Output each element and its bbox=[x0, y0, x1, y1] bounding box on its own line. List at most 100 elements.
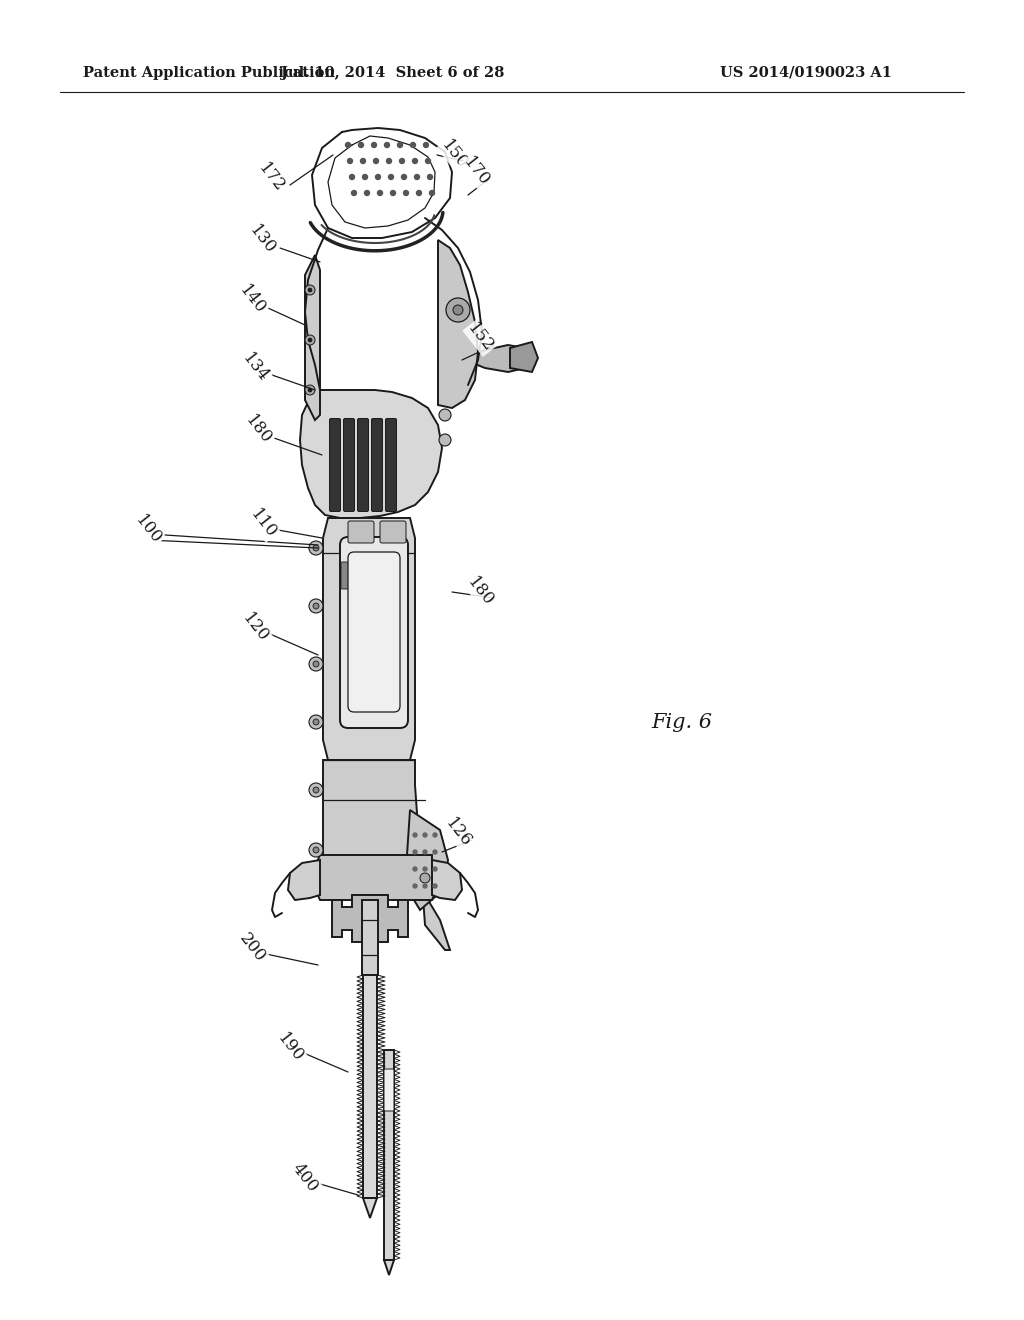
FancyBboxPatch shape bbox=[343, 418, 354, 511]
Circle shape bbox=[309, 541, 323, 554]
Circle shape bbox=[347, 158, 352, 164]
Circle shape bbox=[413, 158, 418, 164]
Text: 134: 134 bbox=[239, 350, 271, 385]
Circle shape bbox=[362, 174, 368, 180]
Polygon shape bbox=[362, 1199, 377, 1218]
Text: US 2014/0190023 A1: US 2014/0190023 A1 bbox=[720, 66, 892, 81]
Circle shape bbox=[309, 843, 323, 857]
FancyBboxPatch shape bbox=[385, 418, 396, 511]
Circle shape bbox=[439, 409, 451, 421]
FancyBboxPatch shape bbox=[341, 562, 349, 589]
Text: 140: 140 bbox=[236, 282, 268, 318]
Text: 126: 126 bbox=[441, 816, 474, 851]
Text: 100: 100 bbox=[131, 512, 165, 548]
Circle shape bbox=[386, 158, 391, 164]
Circle shape bbox=[423, 850, 427, 854]
Circle shape bbox=[390, 190, 395, 195]
Circle shape bbox=[384, 143, 389, 148]
Text: 110: 110 bbox=[247, 506, 280, 541]
Text: 120: 120 bbox=[239, 610, 271, 645]
Circle shape bbox=[308, 288, 312, 292]
Polygon shape bbox=[470, 345, 530, 372]
Circle shape bbox=[429, 190, 434, 195]
Polygon shape bbox=[406, 810, 449, 909]
Text: Fig. 6: Fig. 6 bbox=[651, 713, 713, 731]
Circle shape bbox=[415, 174, 420, 180]
Circle shape bbox=[378, 190, 383, 195]
Circle shape bbox=[309, 715, 323, 729]
Circle shape bbox=[423, 833, 427, 837]
Circle shape bbox=[313, 661, 319, 667]
FancyBboxPatch shape bbox=[348, 552, 400, 711]
Circle shape bbox=[413, 850, 417, 854]
Text: 172: 172 bbox=[255, 160, 288, 195]
Circle shape bbox=[309, 657, 323, 671]
Circle shape bbox=[313, 847, 319, 853]
FancyBboxPatch shape bbox=[357, 418, 369, 511]
Circle shape bbox=[426, 158, 430, 164]
Text: 180: 180 bbox=[464, 574, 497, 610]
FancyBboxPatch shape bbox=[384, 1069, 394, 1111]
FancyBboxPatch shape bbox=[348, 521, 374, 543]
FancyBboxPatch shape bbox=[383, 562, 391, 589]
Circle shape bbox=[309, 783, 323, 797]
Polygon shape bbox=[510, 342, 538, 372]
Circle shape bbox=[313, 603, 319, 609]
Polygon shape bbox=[323, 760, 450, 950]
Circle shape bbox=[345, 143, 350, 148]
FancyBboxPatch shape bbox=[372, 418, 383, 511]
Circle shape bbox=[439, 434, 451, 446]
Circle shape bbox=[376, 174, 381, 180]
Polygon shape bbox=[323, 517, 415, 760]
Circle shape bbox=[308, 338, 312, 342]
FancyBboxPatch shape bbox=[340, 537, 408, 729]
Text: 200: 200 bbox=[236, 931, 268, 966]
Text: 152: 152 bbox=[464, 321, 497, 356]
Polygon shape bbox=[300, 389, 442, 517]
Polygon shape bbox=[362, 975, 377, 1199]
Circle shape bbox=[413, 833, 417, 837]
Text: 130: 130 bbox=[246, 222, 279, 257]
Circle shape bbox=[305, 335, 315, 345]
Circle shape bbox=[365, 190, 370, 195]
Circle shape bbox=[372, 143, 377, 148]
Polygon shape bbox=[384, 1261, 394, 1275]
Circle shape bbox=[420, 873, 430, 883]
Text: 190: 190 bbox=[273, 1030, 306, 1065]
Circle shape bbox=[427, 174, 432, 180]
Polygon shape bbox=[438, 240, 478, 408]
Text: Patent Application Publication: Patent Application Publication bbox=[83, 66, 335, 81]
Circle shape bbox=[433, 884, 437, 888]
Circle shape bbox=[397, 143, 402, 148]
Polygon shape bbox=[288, 861, 319, 900]
Circle shape bbox=[433, 867, 437, 871]
Circle shape bbox=[358, 143, 364, 148]
Circle shape bbox=[313, 719, 319, 725]
Polygon shape bbox=[332, 895, 408, 942]
Polygon shape bbox=[312, 855, 440, 900]
Circle shape bbox=[305, 385, 315, 395]
Circle shape bbox=[399, 158, 404, 164]
Circle shape bbox=[351, 190, 356, 195]
Text: 400: 400 bbox=[289, 1160, 322, 1196]
Circle shape bbox=[423, 884, 427, 888]
Circle shape bbox=[388, 174, 393, 180]
Text: Jul. 10, 2014  Sheet 6 of 28: Jul. 10, 2014 Sheet 6 of 28 bbox=[282, 66, 505, 81]
Text: 180: 180 bbox=[242, 412, 274, 447]
Polygon shape bbox=[432, 861, 462, 900]
Circle shape bbox=[360, 158, 366, 164]
Circle shape bbox=[305, 285, 315, 294]
Circle shape bbox=[313, 787, 319, 793]
Polygon shape bbox=[305, 255, 319, 420]
Text: 170: 170 bbox=[460, 154, 493, 190]
Circle shape bbox=[401, 174, 407, 180]
Text: 150: 150 bbox=[437, 137, 470, 173]
Circle shape bbox=[374, 158, 379, 164]
FancyBboxPatch shape bbox=[380, 521, 406, 543]
Circle shape bbox=[308, 388, 312, 392]
Circle shape bbox=[453, 305, 463, 315]
Circle shape bbox=[411, 143, 416, 148]
Circle shape bbox=[446, 298, 470, 322]
Polygon shape bbox=[384, 1049, 394, 1261]
FancyBboxPatch shape bbox=[355, 562, 362, 589]
